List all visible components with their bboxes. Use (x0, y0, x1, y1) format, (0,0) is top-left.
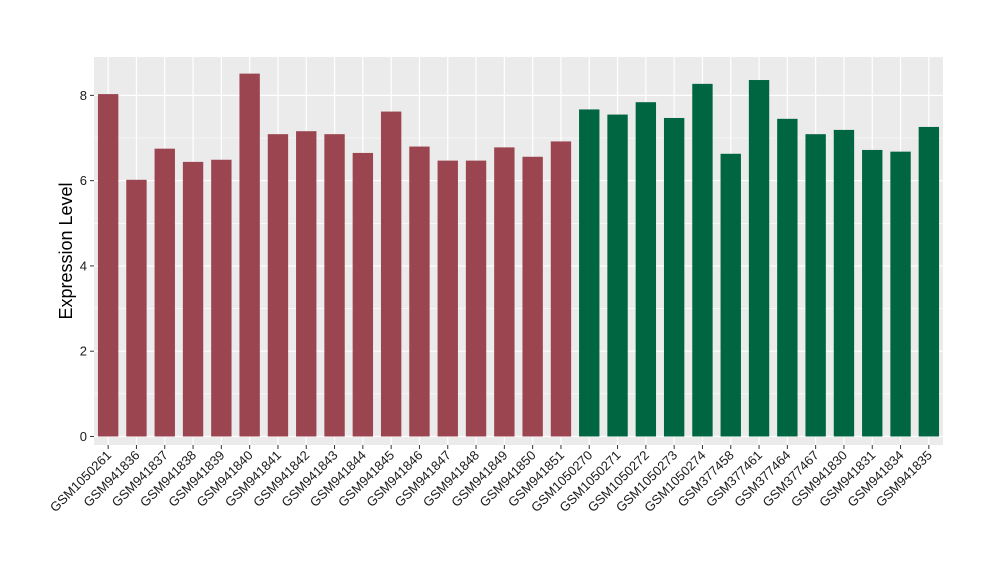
bar-GSM941834 (890, 151, 911, 437)
bar-GSM941850 (522, 156, 543, 437)
y-axis-title: Expression Level (56, 182, 76, 319)
bar-GSM941845 (380, 111, 402, 437)
plot-panel (94, 57, 943, 445)
bar-GSM941839 (211, 159, 232, 437)
y-tick-label: 2 (80, 344, 87, 359)
bar-GSM941847 (437, 160, 458, 437)
bar-GSM1050274 (692, 83, 713, 437)
bar-GSM377461 (748, 80, 770, 437)
bar-GSM941835 (918, 126, 940, 437)
bar-GSM941842 (296, 131, 317, 437)
y-tick-label: 4 (80, 258, 87, 273)
bar-GSM941831 (862, 149, 883, 437)
bar-GSM941851 (550, 141, 572, 437)
bars (97, 73, 940, 437)
x-axis: GSM1050261GSM941836GSM941837GSM941838GSM… (47, 445, 935, 515)
bar-GSM941844 (352, 152, 374, 437)
bar-GSM377464 (777, 118, 798, 437)
bar-GSM377458 (720, 153, 741, 437)
bar-GSM1050271 (607, 114, 628, 437)
bar-GSM1050272 (635, 102, 657, 437)
bar-GSM941841 (267, 134, 289, 437)
y-tick-label: 6 (80, 173, 87, 188)
bar-GSM1050270 (579, 109, 600, 437)
y-tick-label: 8 (80, 88, 87, 103)
bar-GSM941837 (154, 148, 175, 437)
y-axis: 0 2 4 6 8 (80, 88, 94, 444)
bar-GSM377467 (805, 134, 826, 437)
bar-GSM941830 (833, 129, 855, 437)
bar-GSM941838 (182, 161, 204, 437)
bar-GSM1050261 (97, 94, 119, 437)
bar-GSM941846 (409, 146, 430, 437)
bar-GSM941848 (465, 160, 487, 437)
y-tick-label: 0 (80, 429, 87, 444)
minor-gridlines (94, 137, 943, 395)
bar-GSM941849 (494, 147, 515, 437)
bar-GSM941843 (324, 134, 345, 437)
bar-GSM941836 (126, 179, 147, 437)
bar-GSM941840 (239, 73, 260, 437)
bar-GSM1050273 (663, 117, 685, 437)
